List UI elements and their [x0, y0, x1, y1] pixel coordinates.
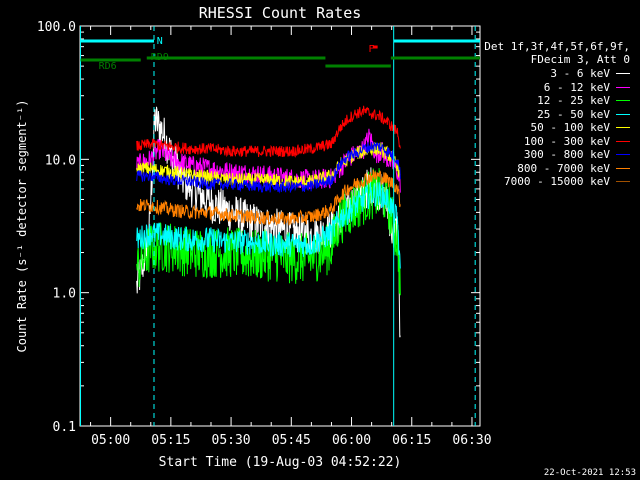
legend-swatch — [616, 154, 630, 155]
legend-item: 6 - 12 keV — [544, 81, 630, 94]
y-tick-label: 10.0 — [45, 153, 76, 168]
legend-label: 6 - 12 keV — [543, 80, 610, 94]
x-tick-label: 05:00 — [91, 433, 130, 448]
legend-label: 3 - 6 keV — [550, 67, 610, 80]
annotation-label-rd6: RD6 — [99, 61, 117, 72]
legend-label: 100 - 300 keV — [523, 134, 610, 148]
legend-item: 3 - 6 keV — [550, 67, 630, 80]
legend-label: 7000 - 15000 keV — [504, 175, 610, 188]
legend-swatch — [616, 86, 630, 88]
legend-swatch — [616, 167, 630, 169]
y-axis-label: Count Rate (s⁻¹ detector segment⁻¹) — [15, 100, 29, 353]
series-group — [136, 105, 401, 338]
legend-item: 300 - 800 keV — [524, 148, 630, 161]
legend-swatch — [616, 73, 630, 74]
timestamp: 22-Oct-2021 12:53 — [543, 468, 636, 478]
series-line-6-12kev — [136, 128, 401, 193]
x-tick-label: 05:15 — [151, 433, 190, 448]
series-line-25-50kev — [136, 182, 401, 269]
x-axis-label: Start Time (19-Aug-03 04:52:22) — [159, 455, 402, 470]
x-axis: 05:00 05:15 05:30 05:45 06:00 06:15 06:30 — [90, 26, 492, 448]
x-tick-label: 06:15 — [392, 433, 431, 448]
y-tick-label: 100.0 — [37, 20, 76, 35]
y-axis: 0.1 1.0 10.0 100.0 — [37, 20, 480, 435]
chart-title: RHESSI Count Rates — [199, 4, 362, 22]
y-tick-label: 0.1 — [53, 420, 76, 435]
legend-item: 25 - 50 keV — [537, 108, 630, 121]
legend-header-line-2: FDecim 3, Att 0 — [530, 53, 630, 66]
x-tick-label: 05:45 — [272, 433, 311, 448]
annotation-group: N F RD6 RD9 — [80, 26, 480, 426]
legend-label: 300 - 800 keV — [523, 148, 610, 161]
legend-label: 12 - 25 keV — [537, 94, 610, 107]
legend-item: 12 - 25 keV — [537, 94, 630, 107]
legend-item: 50 - 100 keV — [531, 121, 630, 134]
legend-label: 50 - 100 keV — [530, 121, 610, 134]
x-tick-label: 06:00 — [332, 433, 371, 448]
legend-item: 800 - 7000 keV — [517, 162, 630, 175]
y-tick-label: 1.0 — [53, 287, 76, 302]
legend-swatch — [616, 100, 630, 101]
legend-swatch — [616, 181, 630, 182]
legend-swatch — [616, 140, 630, 142]
legend-swatch — [616, 113, 630, 115]
legend-header-line-1: Det 1f,3f,4f,5f,6f,9f, — [484, 40, 630, 53]
series-line-300-800kev — [136, 141, 401, 194]
legend-swatch — [616, 127, 630, 128]
plot-frame — [79, 25, 481, 427]
legend-item: 100 - 300 keV — [524, 135, 630, 148]
annotation-label-n: N — [157, 36, 163, 47]
series-line-100-300kev — [136, 105, 401, 158]
annotation-label-rd9: RD9 — [151, 52, 169, 63]
legend-label: 800 - 7000 keV — [517, 161, 610, 175]
x-tick-label: 05:30 — [212, 433, 251, 448]
x-tick-label: 06:30 — [452, 433, 491, 448]
annotation-label-f: F — [368, 44, 374, 55]
legend-item: 7000 - 15000 keV — [504, 175, 630, 188]
legend-label: 25 - 50 keV — [537, 107, 610, 121]
series-line-800-7000kev — [136, 169, 401, 226]
